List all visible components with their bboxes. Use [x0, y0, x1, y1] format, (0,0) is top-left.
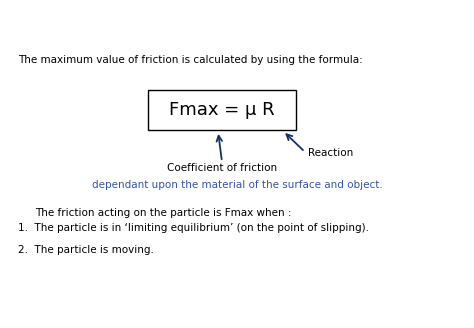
Text: Coefficient of friction: Coefficient of friction — [167, 163, 277, 173]
Text: dependant upon the material of the surface and object.: dependant upon the material of the surfa… — [91, 180, 383, 190]
Text: 1.  The particle is in ‘limiting equilibrium’ (on the point of slipping).: 1. The particle is in ‘limiting equilibr… — [18, 223, 369, 233]
FancyBboxPatch shape — [148, 90, 296, 130]
Text: The friction acting on the particle is Fmax when :: The friction acting on the particle is F… — [35, 208, 292, 218]
Text: 2.  The particle is moving.: 2. The particle is moving. — [18, 245, 154, 255]
Text: Reaction: Reaction — [308, 148, 353, 158]
Text: The maximum value of friction is calculated by using the formula:: The maximum value of friction is calcula… — [18, 55, 363, 65]
Text: Fmax = μ R: Fmax = μ R — [169, 101, 275, 119]
